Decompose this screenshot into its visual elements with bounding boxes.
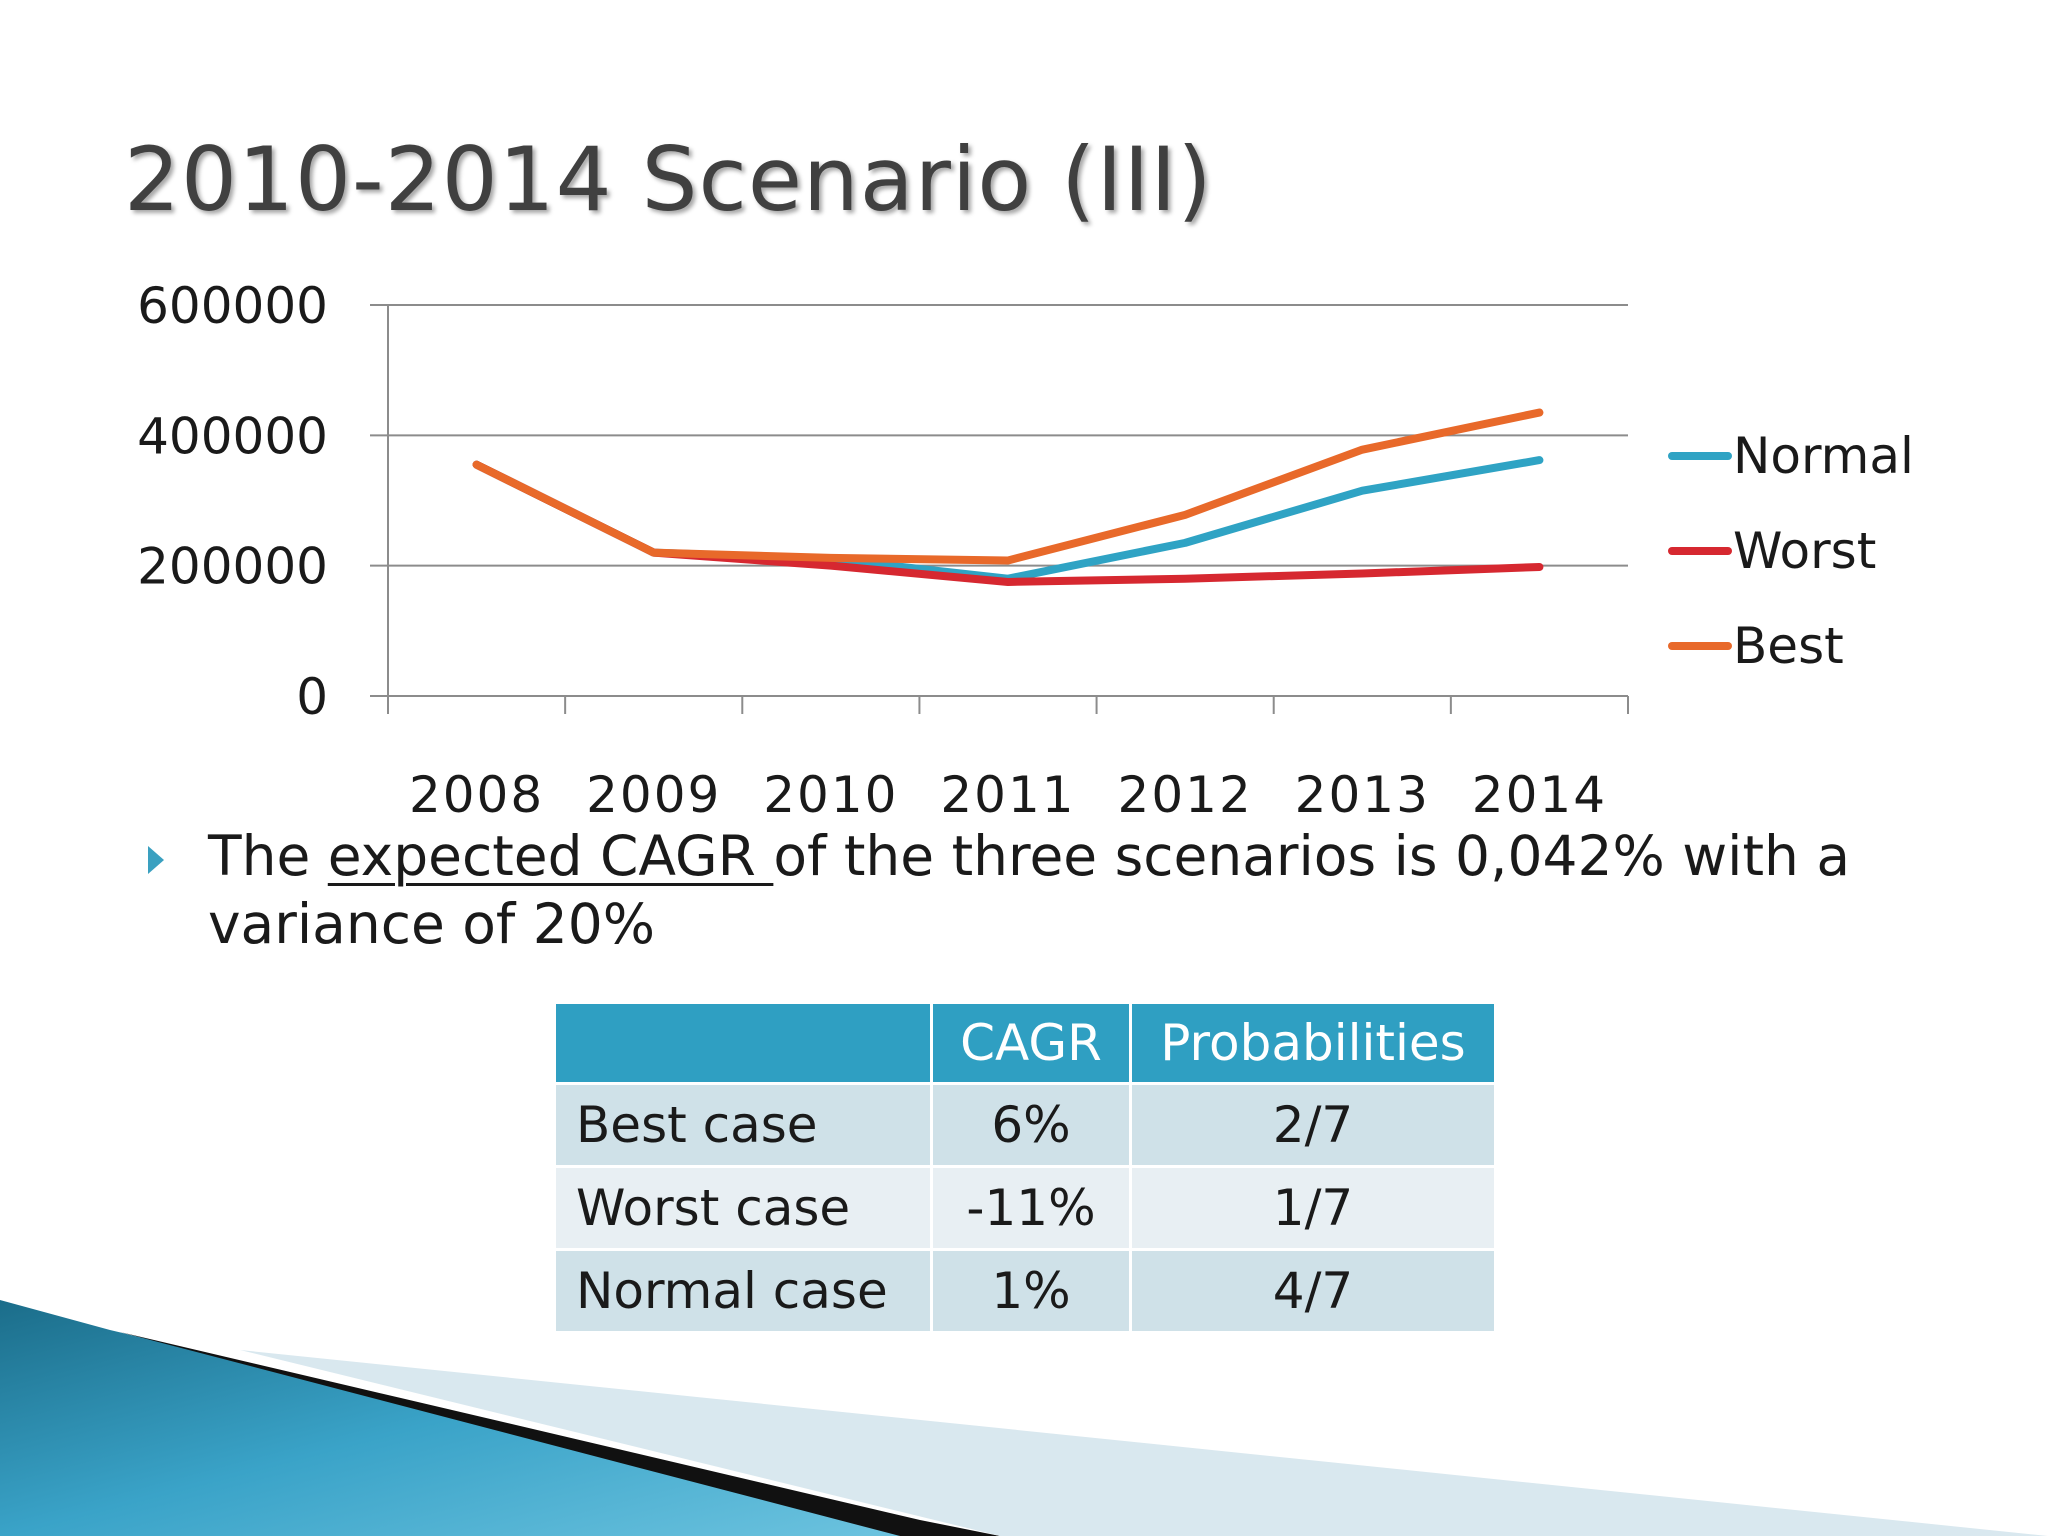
bullet-underlined-term: expected CAGR [327,824,774,888]
table-header-cagr: CAGR [930,1001,1132,1085]
series-line-best [472,408,1544,565]
y-tick-label: 600000 [137,277,328,335]
cagr-table: CAGR Probabilities Best case 6% 2/7 Wors… [553,1001,1497,1334]
bullet-text: The expected CAGR of the three scenarios… [208,822,1890,958]
row-probability: 2/7 [1129,1082,1497,1168]
x-axis-tick-labels: 2008 2009 2010 2011 2012 2013 2014 [409,766,1607,824]
y-tick-label: 0 [296,668,328,726]
row-label: Worst case [553,1165,933,1251]
legend-label-best: Best [1733,617,1844,675]
row-cagr: -11% [930,1165,1132,1251]
row-label: Normal case [553,1248,933,1334]
x-tick-label: 2014 [1472,766,1607,824]
table-row: Worst case -11% 1/7 [553,1165,1497,1251]
row-cagr: 1% [930,1248,1132,1334]
row-cagr: 6% [930,1082,1132,1168]
bullet-arrow-icon [148,846,164,874]
bullet-point: The expected CAGR of the three scenarios… [148,822,1890,958]
x-tick-label: 2012 [1118,766,1253,824]
bullet-suffix: of the three scenarios is 0,042% with a … [208,824,1851,956]
bullet-prefix: The [208,824,328,888]
row-probability: 1/7 [1129,1165,1497,1251]
chart-legend: Normal Worst Best [1668,427,1914,675]
legend-label-normal: Normal [1733,427,1914,485]
y-tick-label: 200000 [137,538,328,596]
x-tick-label: 2008 [409,766,544,824]
chart-series [472,408,1544,586]
row-probability: 4/7 [1129,1248,1497,1334]
y-axis-tick-labels: 0 200000 400000 600000 [137,277,328,726]
row-label: Best case [553,1082,933,1168]
table-header-probabilities: Probabilities [1129,1001,1497,1085]
chart-axes [370,305,1629,714]
table-header-row: CAGR Probabilities [553,1001,1497,1085]
x-tick-label: 2013 [1295,766,1430,824]
legend-label-worst: Worst [1733,522,1876,580]
x-tick-label: 2010 [763,766,898,824]
table-header-blank [553,1001,933,1085]
y-tick-label: 400000 [137,407,328,465]
table-row: Normal case 1% 4/7 [553,1248,1497,1334]
x-tick-label: 2011 [940,766,1075,824]
x-tick-label: 2009 [586,766,721,824]
page-title: 2010-2014 Scenario (III) [124,128,1213,231]
table-row: Best case 6% 2/7 [553,1082,1497,1168]
